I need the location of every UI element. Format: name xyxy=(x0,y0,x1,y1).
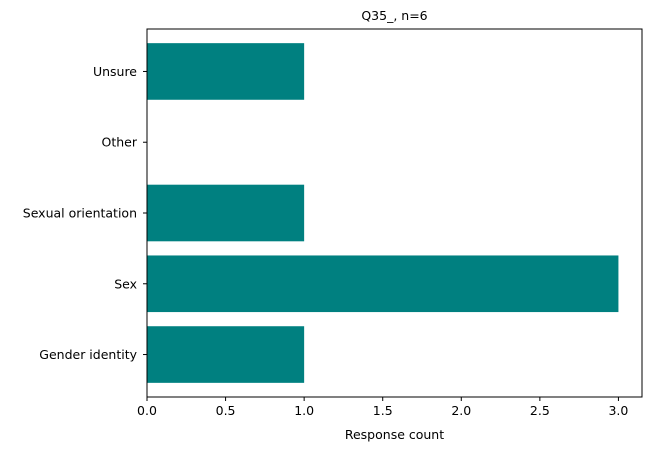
x-axis-label: Response count xyxy=(345,427,444,442)
x-axis: 0.0 0.5 1.0 1.5 2.0 2.5 3.0 xyxy=(137,397,628,418)
bar-gender-identity xyxy=(147,326,305,383)
x-tick-label: 2.0 xyxy=(451,403,471,418)
bar-sex xyxy=(147,255,619,313)
x-tick-label: 2.5 xyxy=(530,403,550,418)
x-tick-label: 1.0 xyxy=(294,403,314,418)
x-tick-label: 3.0 xyxy=(608,403,628,418)
bar-sexual-orientation xyxy=(147,184,305,242)
y-tick-label: Other xyxy=(102,135,138,150)
bar-unsure xyxy=(147,43,305,100)
y-tick-label: Unsure xyxy=(93,64,137,79)
y-tick-label: Gender identity xyxy=(39,347,137,362)
x-tick-label: 0.5 xyxy=(216,403,236,418)
y-tick-label: Sex xyxy=(114,276,137,291)
bars-group xyxy=(147,43,619,383)
x-tick-label: 1.5 xyxy=(373,403,393,418)
chart-title: Q35_, n=6 xyxy=(361,8,427,23)
y-tick-label: Sexual orientation xyxy=(23,206,137,221)
x-tick-label: 0.0 xyxy=(137,403,157,418)
y-axis: Gender identity Sex Sexual orientation Othe… xyxy=(23,64,147,362)
